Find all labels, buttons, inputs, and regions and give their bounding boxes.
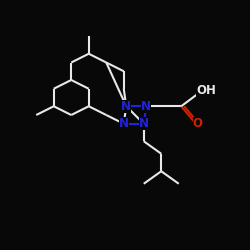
Text: OH: OH — [196, 84, 216, 96]
Text: N: N — [121, 100, 131, 113]
Text: N: N — [119, 117, 129, 130]
Text: N: N — [139, 117, 149, 130]
Text: O: O — [192, 117, 202, 130]
Text: N: N — [141, 100, 151, 113]
